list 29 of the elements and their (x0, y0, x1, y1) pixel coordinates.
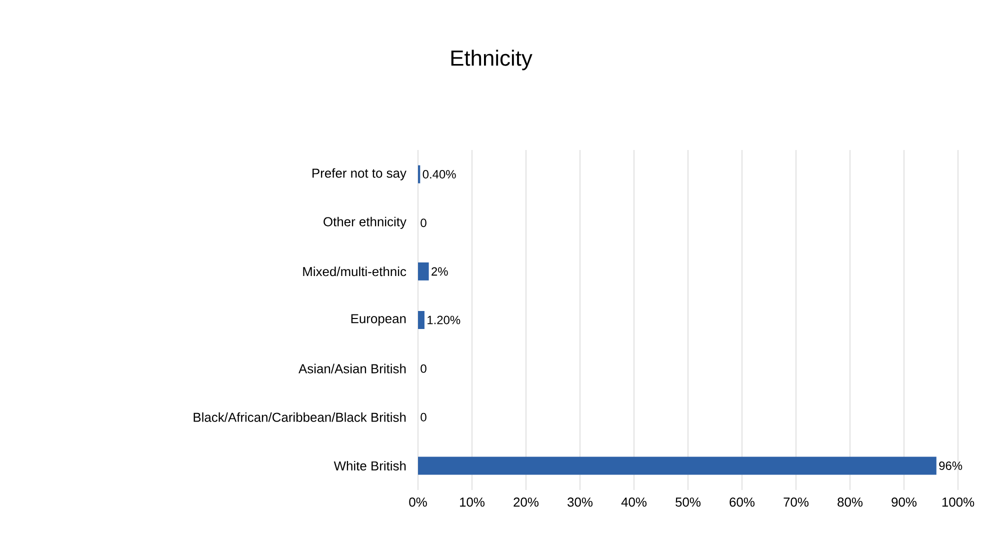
x-tick-label: 20% (514, 498, 539, 507)
y-tick-label: Prefer not to say (312, 168, 406, 180)
x-tick-label: 0% (409, 498, 427, 507)
data-label: 0 (420, 364, 426, 373)
y-tick-label: Mixed/multi-ethnic (303, 266, 406, 276)
y-tick-label: Black/African/Caribbean/Black British (194, 412, 406, 422)
data-label: 1.20% (428, 316, 460, 324)
x-tick-label: 100% (942, 498, 974, 507)
y-tick-label: Asian/Asian British (298, 364, 406, 374)
y-tick-label: European (351, 314, 406, 326)
y-tick-label: White British (334, 460, 406, 470)
chart-title: Ethnicity (451, 50, 532, 70)
x-tick-label: 80% (838, 498, 863, 507)
x-tick-label: 60% (730, 498, 755, 507)
bar (418, 311, 424, 329)
data-label: 0 (420, 218, 426, 228)
x-tick-label: 30% (568, 498, 593, 507)
data-label: 2% (432, 267, 448, 276)
y-tick-label: Other ethnicity (324, 216, 406, 229)
bar (418, 262, 429, 280)
x-tick-label: 10% (460, 498, 485, 507)
x-tick-label: 50% (676, 498, 701, 507)
x-tick-label: 90% (892, 498, 917, 507)
x-tick-label: 70% (784, 498, 809, 507)
data-label: 96% (939, 461, 962, 470)
bar (418, 456, 936, 475)
data-label: 0 (420, 412, 426, 422)
x-tick-label: 40% (621, 498, 647, 507)
data-label: 0.40% (422, 170, 456, 179)
